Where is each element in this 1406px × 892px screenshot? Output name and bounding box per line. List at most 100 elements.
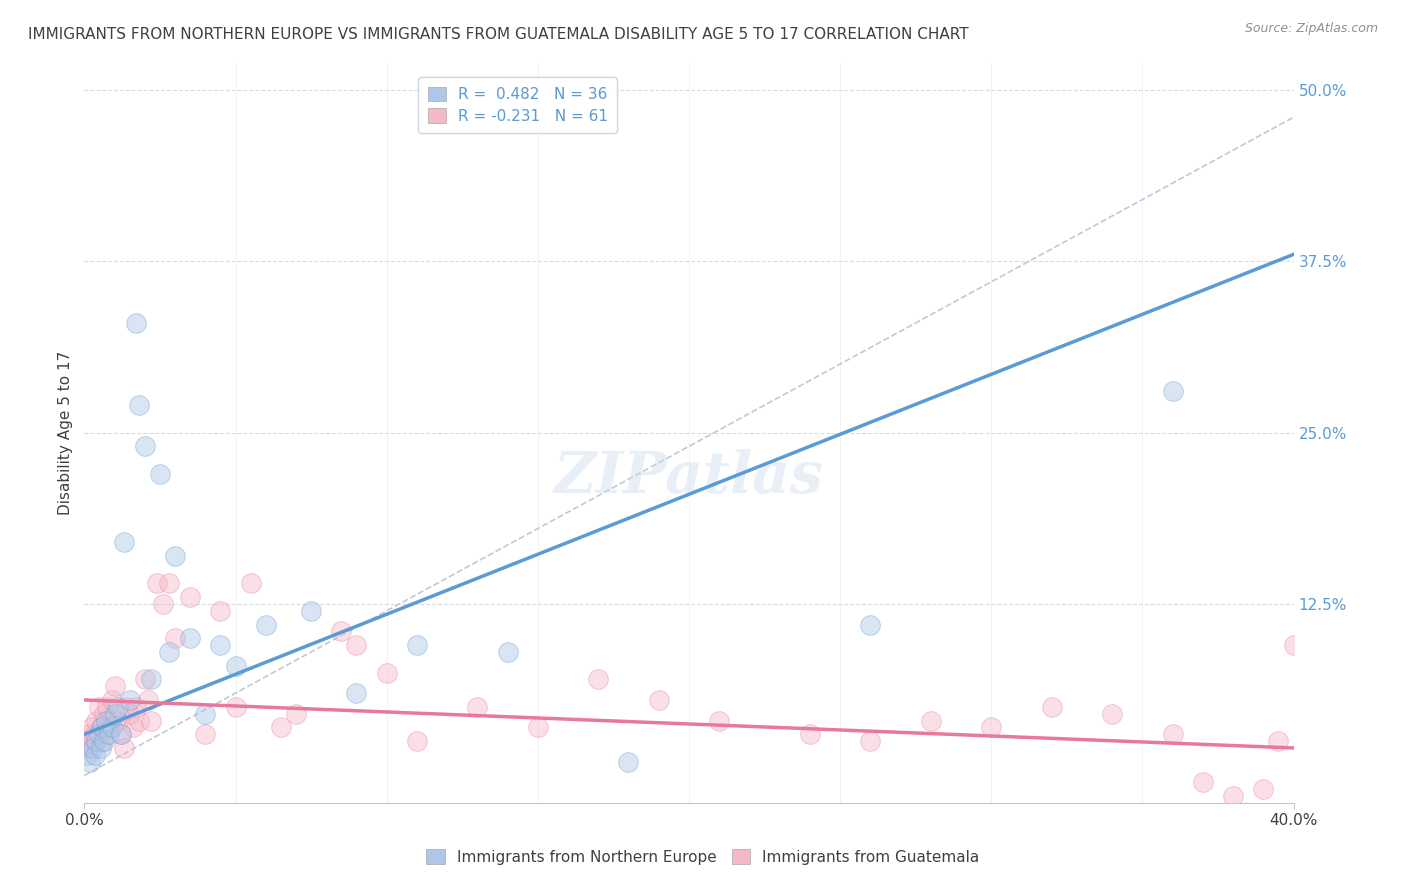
Point bbox=[980, 720, 1002, 734]
Point bbox=[799, 727, 821, 741]
Point bbox=[496, 645, 519, 659]
Point bbox=[97, 720, 120, 734]
Point bbox=[406, 734, 429, 748]
Point bbox=[527, 720, 550, 734]
Point bbox=[859, 734, 882, 748]
Point bbox=[157, 645, 180, 659]
Point bbox=[125, 699, 148, 714]
Point bbox=[194, 706, 217, 721]
Point bbox=[79, 755, 101, 769]
Point bbox=[467, 699, 489, 714]
Point bbox=[270, 720, 292, 734]
Point bbox=[94, 727, 117, 741]
Point bbox=[617, 755, 640, 769]
Point bbox=[1101, 706, 1123, 721]
Point bbox=[299, 604, 322, 618]
Point bbox=[139, 673, 162, 687]
Point bbox=[254, 617, 277, 632]
Point bbox=[157, 576, 180, 591]
Point bbox=[96, 699, 118, 714]
Point bbox=[1161, 727, 1184, 741]
Point bbox=[84, 727, 107, 741]
Point bbox=[1298, 775, 1320, 789]
Point bbox=[97, 727, 120, 741]
Point bbox=[179, 590, 201, 604]
Point bbox=[93, 734, 115, 748]
Point bbox=[91, 720, 114, 734]
Text: Source: ZipAtlas.com: Source: ZipAtlas.com bbox=[1244, 22, 1378, 36]
Point bbox=[152, 597, 174, 611]
Point bbox=[346, 638, 368, 652]
Point bbox=[588, 673, 610, 687]
Point bbox=[84, 747, 107, 762]
Point bbox=[107, 699, 129, 714]
Text: ZIPatlas: ZIPatlas bbox=[554, 449, 824, 505]
Point bbox=[82, 741, 104, 756]
Point bbox=[149, 467, 172, 481]
Point bbox=[107, 714, 129, 728]
Point bbox=[104, 706, 127, 721]
Point bbox=[165, 549, 187, 563]
Point bbox=[118, 706, 141, 721]
Legend: R =  0.482   N = 36, R = -0.231   N = 61: R = 0.482 N = 36, R = -0.231 N = 61 bbox=[419, 78, 617, 133]
Point bbox=[80, 720, 103, 734]
Point bbox=[115, 699, 138, 714]
Point bbox=[165, 632, 187, 646]
Point bbox=[128, 714, 150, 728]
Point bbox=[136, 693, 159, 707]
Point bbox=[93, 706, 115, 721]
Point bbox=[1161, 384, 1184, 399]
Point bbox=[346, 686, 368, 700]
Point bbox=[139, 714, 162, 728]
Point bbox=[1222, 789, 1244, 803]
Point bbox=[110, 727, 132, 741]
Point bbox=[1253, 782, 1275, 797]
Point bbox=[79, 741, 101, 756]
Point bbox=[134, 439, 156, 453]
Point bbox=[239, 576, 262, 591]
Point bbox=[86, 734, 108, 748]
Point bbox=[90, 741, 112, 756]
Point bbox=[86, 714, 108, 728]
Point bbox=[91, 734, 114, 748]
Point bbox=[76, 747, 98, 762]
Point bbox=[110, 727, 132, 741]
Point bbox=[709, 714, 731, 728]
Point bbox=[920, 714, 942, 728]
Point bbox=[194, 727, 217, 741]
Point bbox=[330, 624, 353, 639]
Point bbox=[1282, 638, 1305, 652]
Point bbox=[104, 679, 127, 693]
Point bbox=[146, 576, 169, 591]
Point bbox=[134, 673, 156, 687]
Point bbox=[1267, 734, 1289, 748]
Point bbox=[125, 316, 148, 330]
Point bbox=[225, 658, 247, 673]
Point bbox=[1192, 775, 1215, 789]
Point bbox=[209, 638, 232, 652]
Point bbox=[375, 665, 398, 680]
Point bbox=[94, 714, 117, 728]
Point bbox=[285, 706, 308, 721]
Point bbox=[225, 699, 247, 714]
Point bbox=[76, 734, 98, 748]
Point bbox=[112, 535, 135, 549]
Point bbox=[209, 604, 232, 618]
Point bbox=[98, 714, 121, 728]
Point bbox=[1040, 699, 1063, 714]
Point bbox=[859, 617, 882, 632]
Point bbox=[648, 693, 671, 707]
Point bbox=[179, 632, 201, 646]
Point bbox=[89, 699, 111, 714]
Point bbox=[128, 398, 150, 412]
Point bbox=[89, 727, 111, 741]
Text: IMMIGRANTS FROM NORTHERN EUROPE VS IMMIGRANTS FROM GUATEMALA DISABILITY AGE 5 TO: IMMIGRANTS FROM NORTHERN EUROPE VS IMMIG… bbox=[28, 27, 969, 42]
Point bbox=[90, 720, 112, 734]
Point bbox=[112, 741, 135, 756]
Legend: Immigrants from Northern Europe, Immigrants from Guatemala: Immigrants from Northern Europe, Immigra… bbox=[420, 843, 986, 871]
Y-axis label: Disability Age 5 to 17: Disability Age 5 to 17 bbox=[58, 351, 73, 515]
Point bbox=[100, 720, 122, 734]
Point bbox=[121, 720, 143, 734]
Point bbox=[406, 638, 429, 652]
Point bbox=[100, 693, 122, 707]
